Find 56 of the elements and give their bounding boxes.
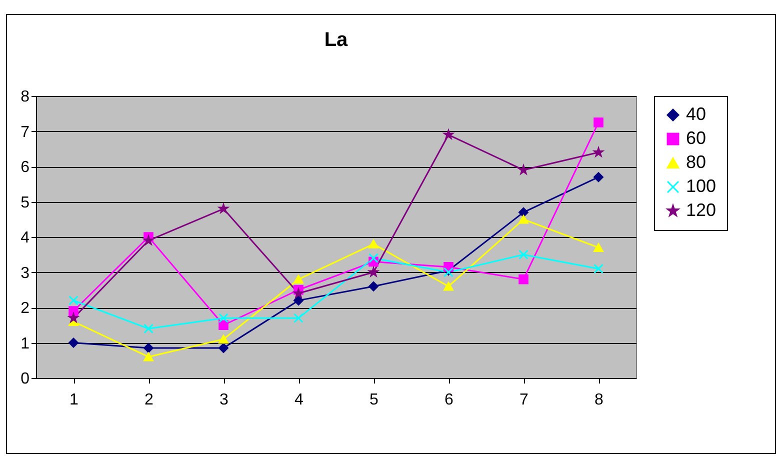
point bbox=[144, 324, 154, 334]
point bbox=[294, 313, 304, 324]
point bbox=[68, 296, 78, 306]
point bbox=[294, 288, 304, 298]
chart-title: La bbox=[324, 29, 349, 51]
point bbox=[444, 130, 454, 139]
y-tick-label: 1 bbox=[20, 335, 30, 352]
point bbox=[294, 274, 304, 284]
legend-label: 80 bbox=[686, 152, 706, 172]
x-tick-label: 4 bbox=[294, 392, 304, 408]
point bbox=[368, 281, 378, 292]
point bbox=[294, 296, 304, 306]
point bbox=[594, 147, 604, 157]
point bbox=[594, 243, 604, 252]
point bbox=[368, 240, 378, 248]
x-tick-label: 6 bbox=[444, 392, 454, 408]
y-tick-label: 2 bbox=[20, 300, 30, 317]
point bbox=[144, 343, 154, 353]
point bbox=[218, 343, 228, 353]
x-tick-label: 3 bbox=[220, 392, 229, 408]
point bbox=[594, 264, 604, 274]
x-tick-label: 8 bbox=[594, 392, 604, 408]
point bbox=[68, 313, 78, 322]
point bbox=[218, 320, 228, 330]
y-tick-label: 5 bbox=[20, 194, 30, 212]
x-tick-label: 5 bbox=[370, 392, 379, 408]
point bbox=[518, 215, 528, 224]
point bbox=[518, 165, 528, 174]
point bbox=[594, 118, 604, 128]
y-tick-label: 6 bbox=[20, 159, 30, 176]
y-tick-label: 3 bbox=[20, 264, 30, 282]
y-tick-label: 7 bbox=[20, 124, 30, 141]
point bbox=[518, 274, 528, 284]
legend-label: 100 bbox=[686, 176, 716, 196]
point bbox=[144, 236, 154, 245]
point bbox=[518, 207, 528, 218]
point bbox=[368, 253, 378, 264]
y-tick-label: 4 bbox=[20, 230, 30, 246]
legend-label: 60 bbox=[686, 128, 706, 148]
point bbox=[218, 204, 228, 213]
legend-label: 40 bbox=[686, 104, 706, 124]
y-tick-label: 8 bbox=[20, 88, 30, 106]
x-tick-label: 2 bbox=[144, 392, 154, 408]
point bbox=[68, 306, 78, 316]
point bbox=[144, 352, 154, 362]
point bbox=[368, 267, 378, 276]
point bbox=[218, 313, 228, 324]
point bbox=[218, 334, 228, 344]
x-tick-label: 1 bbox=[70, 392, 79, 408]
legend-label: 120 bbox=[686, 200, 716, 220]
point bbox=[444, 282, 454, 291]
point bbox=[594, 172, 604, 182]
x-tick-label: 7 bbox=[520, 392, 529, 408]
point bbox=[518, 250, 528, 260]
y-tick-label: 0 bbox=[20, 370, 30, 388]
point bbox=[68, 338, 78, 348]
